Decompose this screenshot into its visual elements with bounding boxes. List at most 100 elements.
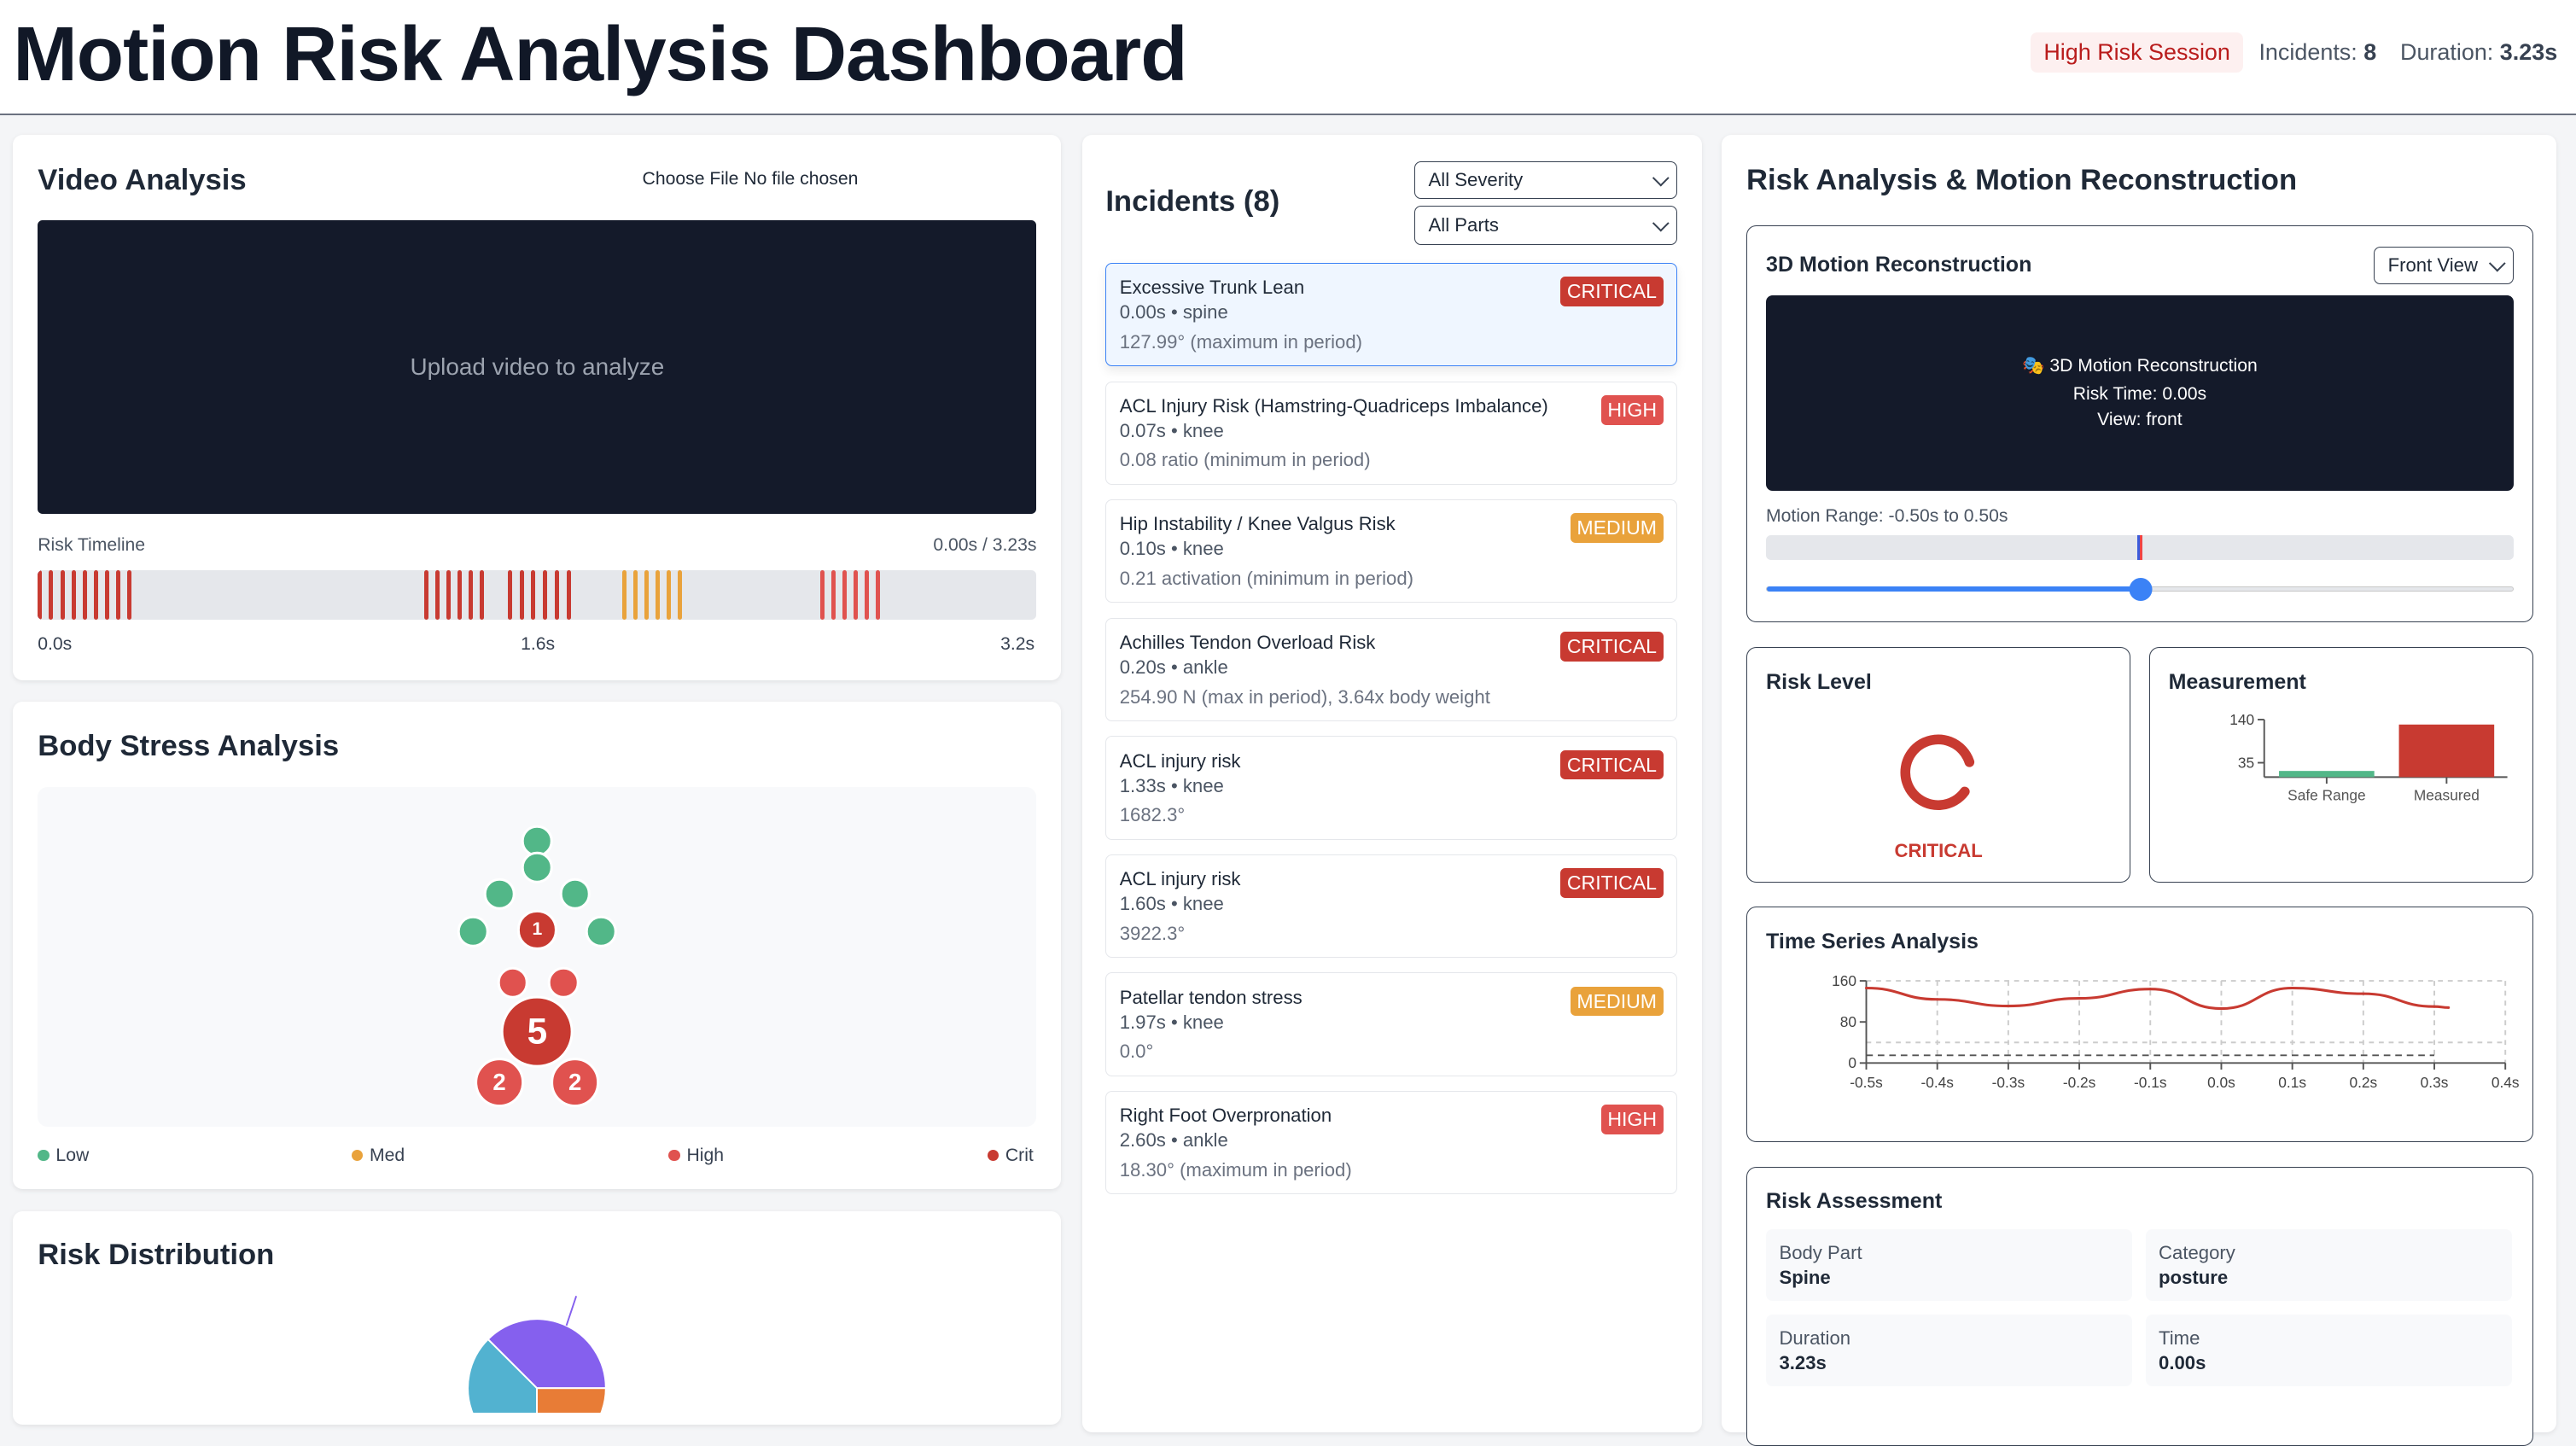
severity-filter-select[interactable]: All Severity [1414,160,1678,199]
timeline-incident-mark[interactable] [531,569,536,620]
timeline-incident-mark[interactable] [566,569,571,620]
timeline-incident-mark[interactable] [60,569,65,620]
measurement-bar[interactable] [2278,771,2375,778]
joint-spine[interactable]: 1 [517,910,557,950]
y-tick-label: 80 [1840,1013,1856,1030]
x-tick-label: 0.1s [2278,1074,2306,1091]
parts-filter-select[interactable]: All Parts [1414,205,1678,245]
risk-time-marker [2137,535,2142,561]
view-select[interactable]: Front View [2374,246,2514,284]
parts-filter-value: All Parts [1428,213,1499,236]
timeline-incident-mark[interactable] [555,569,560,620]
chevron-down-icon [1652,169,1670,186]
joint-left-hip[interactable] [497,966,528,999]
incident-item[interactable]: Excessive Trunk Lean 0.00s • spine 127.99°… [1105,262,1678,367]
incident-item[interactable]: Hip Instability / Knee Valgus Risk 0.10s … [1105,499,1678,603]
y-tick-label: 140 [2229,711,2254,728]
x-tick-label: Safe Range [2288,786,2365,803]
risk-level-panel [1746,647,2131,883]
timeline-incident-mark[interactable] [116,569,121,620]
timeline-incident-mark[interactable] [507,569,512,620]
time-series-point [2078,996,2081,1000]
risk-level-label: CRITICAL [1894,839,1983,861]
timeline-incident-mark[interactable] [424,569,429,620]
timeline-incident-mark[interactable] [842,569,847,620]
incident-title: Achilles Tendon Overload Risk [1119,632,1376,654]
motion-range-label: Motion Range: -0.50s to 0.50s [1766,505,2008,526]
motion-time-slider[interactable] [1766,577,2514,601]
incident-item[interactable]: ACL Injury Risk (Hamstring-Quadriceps Im… [1105,381,1678,485]
incident-detail: 0.08 ratio (minimum in period) [1119,449,1371,471]
incident-meta: 0.20s • ankle [1119,656,1228,678]
risk-timeline-bar[interactable] [38,569,1037,620]
time-series-point [2362,992,2365,995]
timeline-incident-mark[interactable] [865,569,870,620]
timeline-incident-mark[interactable] [622,569,627,620]
motion-reconstruction-viewport[interactable]: 🎭 3D Motion Reconstruction Risk Time: 0.… [1766,295,2514,492]
timeline-incident-mark[interactable] [82,569,87,620]
timeline-incident-mark[interactable] [543,569,548,620]
incident-item[interactable]: ACL injury risk 1.60s • knee 3922.3° CRITIC… [1105,854,1678,959]
timeline-incident-mark[interactable] [469,569,474,620]
severity-badge: MEDIUM [1570,513,1664,544]
incident-item[interactable]: Patellar tendon stress 1.97s • knee 0.0° ME… [1105,972,1678,1076]
timeline-incident-mark[interactable] [854,569,858,620]
timeline-incident-mark[interactable] [458,569,463,620]
joint-neck[interactable] [522,851,553,883]
joint-left-ankle[interactable]: 2 [475,1058,524,1108]
timeline-incident-mark[interactable] [480,569,485,620]
incident-item[interactable]: ACL injury risk 1.33s • knee 1682.3° CRITIC… [1105,736,1678,840]
timeline-incident-mark[interactable] [49,569,54,620]
pie-slice[interactable] [536,1387,608,1414]
pie-slice[interactable] [487,1318,608,1390]
timeline-incident-mark[interactable] [127,569,132,620]
measurement-bar[interactable] [2398,724,2494,778]
timeline-incident-mark[interactable] [105,569,110,620]
risk-timeline-time: 0.00s / 3.23s [933,535,1037,556]
joint-left-hand[interactable] [458,916,489,947]
incident-item[interactable]: Right Foot Overpronation 2.60s • ankle 18.… [1105,1091,1678,1195]
timeline-incident-mark[interactable] [667,569,672,620]
timeline-incident-mark[interactable] [435,569,440,620]
joint-right-ankle[interactable]: 2 [550,1058,600,1108]
chevron-down-icon [2488,254,2506,271]
video-player[interactable]: Upload video to analyze [38,219,1037,515]
timeline-incident-mark[interactable] [93,569,98,620]
joint-left-shoulder[interactable] [483,878,516,910]
time-series-point [2433,1005,2436,1008]
timeline-incident-mark[interactable] [446,569,452,620]
joint-knee[interactable]: 5 [501,995,574,1069]
joint-right-hand[interactable] [586,916,617,947]
incident-detail: 0.21 activation (minimum in period) [1119,568,1414,589]
timeline-incident-mark[interactable] [38,569,43,620]
joint-right-hip[interactable] [547,966,580,999]
motion-reconstruction-title: 3D Motion Reconstruction [1766,253,2032,277]
time-series-point [2219,1006,2223,1011]
incident-detail: 1682.3° [1119,804,1186,826]
slider-thumb[interactable] [2129,577,2153,601]
risk-assessment-title: Risk Assessment [1766,1189,1943,1214]
measurement-chart: 35 140 Safe Range Measured [2229,711,2508,803]
risk-level-title: Risk Level [1766,670,1872,695]
timeline-incident-mark[interactable] [830,569,836,620]
timeline-incident-mark[interactable] [519,569,524,620]
timeline-incident-mark[interactable] [633,569,638,620]
risk-distribution-title: Risk Distribution [38,1239,275,1272]
session-duration: Duration: 3.23s [2400,39,2557,66]
pie-slice[interactable] [467,1338,539,1414]
joint-right-shoulder[interactable] [559,878,591,910]
assessment-cell: Category posture [2145,1228,2512,1302]
assessment-label: Category [2159,1242,2235,1264]
timeline-incident-mark[interactable] [644,569,650,620]
file-input[interactable]: Choose File No file chosen [642,169,859,189]
time-series-point [1936,998,1939,1001]
timeline-incident-mark[interactable] [678,569,683,620]
incident-item[interactable]: Achilles Tendon Overload Risk 0.20s • ank… [1105,617,1678,721]
legend-dot [668,1149,680,1162]
timeline-incident-mark[interactable] [819,569,825,620]
legend-label: Med [370,1145,405,1165]
timeline-incident-mark[interactable] [71,569,76,620]
timeline-incident-mark[interactable] [876,569,881,620]
incident-meta: 2.60s • ankle [1119,1129,1228,1152]
timeline-incident-mark[interactable] [656,569,661,620]
